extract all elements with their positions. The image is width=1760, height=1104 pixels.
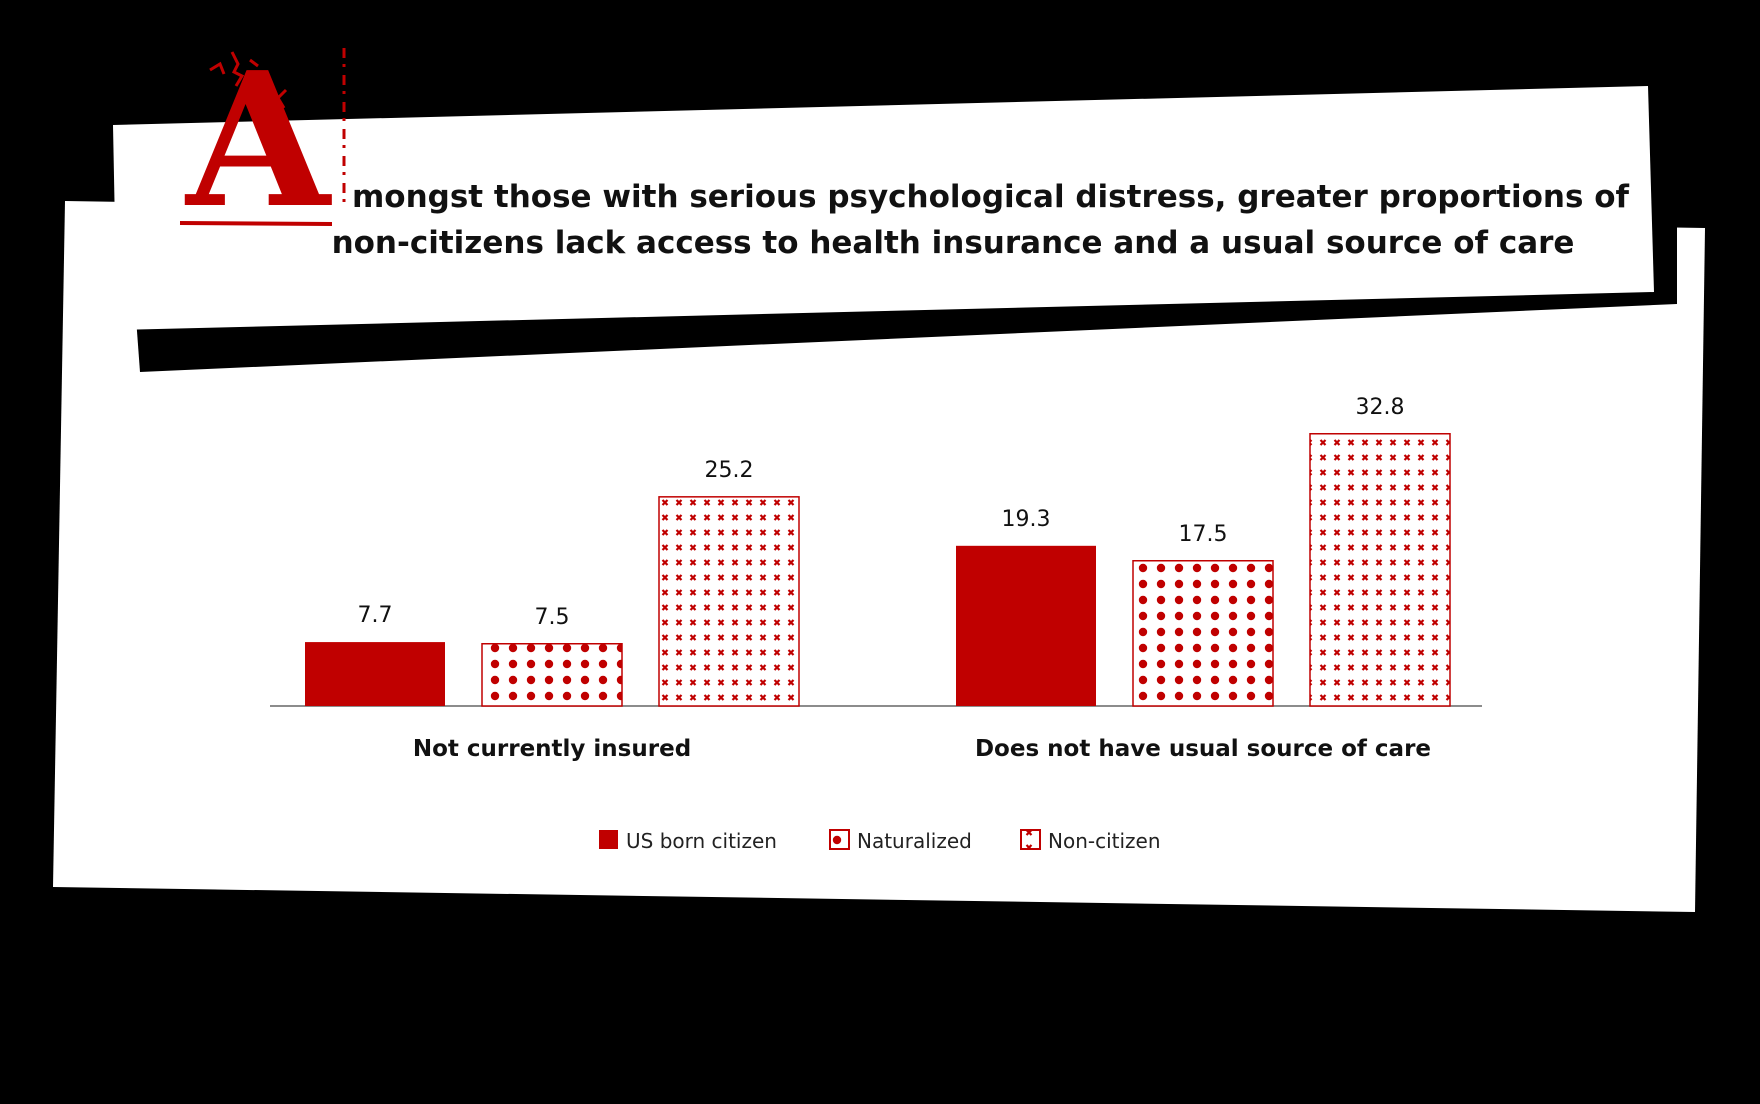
bar-non-citizen-2 bbox=[1309, 433, 1451, 707]
data-label: 19.3 bbox=[1002, 507, 1051, 532]
bar-us-born-citizen-1 bbox=[305, 642, 445, 706]
legend-swatch-dots bbox=[829, 829, 850, 850]
legend-label: Naturalized bbox=[857, 829, 972, 853]
data-label: 7.5 bbox=[535, 605, 570, 630]
bar-non-citizen-1 bbox=[658, 496, 800, 707]
category-label: Not currently insured bbox=[413, 736, 691, 762]
data-label: 32.8 bbox=[1356, 395, 1405, 420]
drop-cap-underline bbox=[179, 221, 333, 226]
data-label: 25.2 bbox=[705, 458, 754, 483]
chart-legend: US born citizen Naturalized Non-citizen bbox=[599, 829, 1161, 853]
legend-swatch-solid bbox=[599, 830, 618, 849]
title-banner bbox=[113, 86, 1654, 330]
grunge-splatter bbox=[209, 51, 288, 109]
bar-us-born-citizen-2 bbox=[956, 545, 1096, 706]
title-line-1: mongst those with serious psychological … bbox=[352, 179, 1629, 215]
category-label: Does not have usual source of care bbox=[975, 736, 1431, 762]
data-label: 7.7 bbox=[358, 603, 393, 628]
title-line-2: non-citizens lack access to health insur… bbox=[332, 225, 1575, 261]
legend-label: Non-citizen bbox=[1048, 829, 1161, 853]
data-label: 17.5 bbox=[1179, 522, 1228, 547]
drop-cap-letter: A bbox=[184, 31, 332, 249]
chart-card bbox=[53, 201, 1705, 912]
drop-cap-logo: A bbox=[179, 31, 346, 249]
legend-swatch-crosses bbox=[1020, 829, 1041, 850]
bar-chart: 7.7 7.5 25.2 Not currently insured 19.3 17.5 3… bbox=[270, 395, 1482, 762]
bar-naturalized-1 bbox=[481, 643, 623, 707]
legend-label: US born citizen bbox=[626, 829, 777, 853]
bar-naturalized-2 bbox=[1132, 560, 1274, 707]
